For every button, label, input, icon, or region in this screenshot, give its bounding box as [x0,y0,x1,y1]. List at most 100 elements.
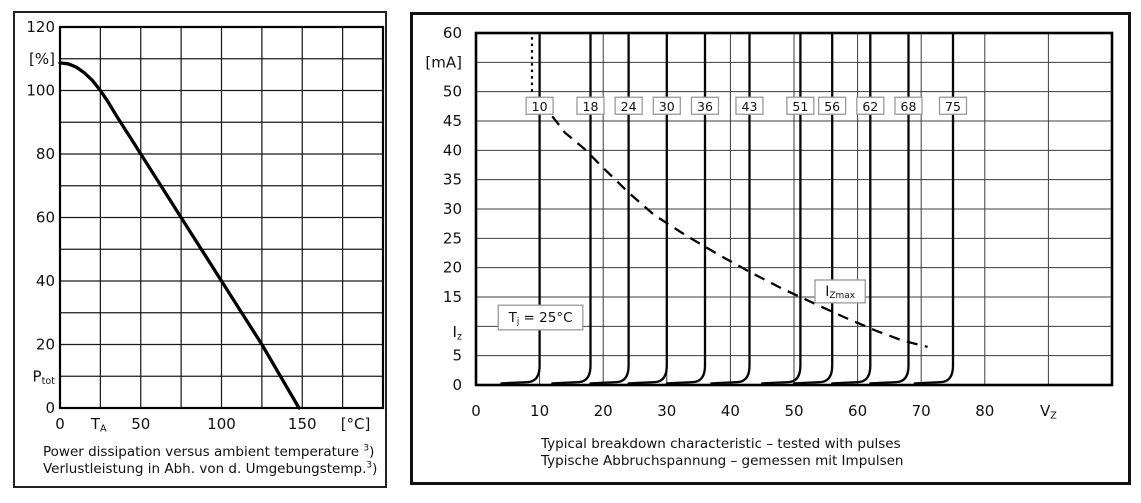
x-tick-label: 70 [912,402,931,420]
caption-tail: ) [369,444,375,460]
zener-curve [665,31,707,385]
zener-curve [831,31,872,385]
zener-curve [869,31,910,385]
grid [476,33,1112,385]
x-tick-label: VZ [1040,402,1057,421]
y-tick-label: 40 [443,141,462,159]
x-tick-label: 150 [288,415,317,433]
x-tick-label: 50 [784,402,803,420]
x-tick-label: 0 [471,402,481,420]
zener-voltage-label: 75 [945,99,961,114]
zener-voltage-label: 43 [742,99,758,114]
zener-voltage-label-box [652,96,681,115]
caption-line-de: Verlustleistung in Abh. von d. Umgebungs… [43,461,377,478]
breakdown-caption: Typical breakdown characteristic – teste… [541,436,903,470]
power-derating-caption: Power dissipation versus ambient tempera… [43,444,377,478]
zener-voltage-label: 51 [792,99,808,114]
zener-voltage-label-box [525,96,554,115]
x-tick-label: 100 [207,415,236,433]
y-tick-label: Ptot [33,367,56,386]
plot-border [58,25,385,410]
x-tick-label: 30 [657,402,676,420]
x-tick-label: 80 [975,402,994,420]
derating-curve [58,61,301,410]
x-tick-label: 0 [55,415,65,433]
zener-voltage-label: 18 [583,99,599,114]
caption-line-de: Typische Abbruchspannung – gemessen mit … [541,453,904,469]
izmax-label-box [814,279,866,304]
zener-curve [792,31,834,385]
y-tick-label: [%] [29,50,55,68]
caption-line-en: Typical breakdown characteristic – teste… [541,436,901,452]
zener-voltage-label-box [690,96,720,115]
footnote-superscript: 3 [366,460,373,471]
y-tick-label: 15 [443,288,462,306]
zener-voltage-label-box [735,96,764,115]
y-tick-label: Iz [453,323,462,342]
zener-curve [710,31,751,385]
zener-voltage-label: 36 [697,99,713,114]
y-tick-label: 0 [45,399,55,417]
zener-voltage-label-box [938,96,968,115]
y-tick-label: 0 [452,376,462,394]
zener-curve [551,31,592,385]
zener-voltage-label: 68 [901,99,917,114]
x-tick-label: 20 [594,402,613,420]
y-tick-label: 35 [443,171,462,189]
y-tick-label: 45 [443,112,462,130]
caption-line-en: Power dissipation versus ambient tempera… [43,444,377,461]
x-tick-label: 40 [721,402,740,420]
x-tick-label: 10 [530,402,549,420]
zener-voltage-label-box [856,96,885,115]
y-tick-label: 100 [26,82,55,100]
x-tick-label: 60 [848,402,867,420]
y-tick-label: 120 [26,18,55,36]
caption-tail: ) [372,461,378,477]
y-tick-label: 20 [36,336,55,354]
zener-curves [500,31,955,385]
axis-tick-labels: 120 [%] 100 80 60 40 20 Ptot 00 TA 50 100 150 [°C] [26,18,370,434]
zener-voltage-label-box [786,96,815,115]
y-tick-label: 80 [36,145,55,163]
y-tick-label: 60 [443,24,462,42]
breakdown-characteristic-panel: 60 [mA] 50 45 40 35 30 25 20 15 Iz 5 0 0 10 20 30 40 50 60 7… [410,12,1131,485]
y-tick-label: 5 [452,347,462,365]
y-tick-label: 20 [443,259,462,277]
y-tick-label: 60 [36,209,55,227]
y-tick-label: 30 [443,200,462,218]
izmax-label-annotation: IZmax [814,279,866,304]
power-derating-chart: 120 [%] 100 80 60 40 20 Ptot 00 TA 50 100 150 [°C] [26,18,385,434]
zener-curve [589,31,630,385]
zener-curve [627,31,668,385]
zener-voltage-label-box [894,96,923,115]
tj-condition-text: Tj = 25°C [508,310,573,327]
footnote-superscript: 3 [363,443,370,454]
zener-voltage-label: 24 [621,99,637,114]
tj-condition-box [497,304,584,331]
y-tick-label: [mA] [425,53,462,71]
x-tick-label: [°C] [341,415,371,433]
zener-voltage-label-box [614,96,643,115]
zener-curve [761,31,802,385]
caption-text: Verlustleistung in Abh. von d. Umgebungs… [43,461,367,477]
y-tick-label: 40 [36,272,55,290]
zener-curve [913,31,955,385]
x-tick-label: TA [90,415,107,434]
tj-condition-annotation: Tj = 25°C [497,304,584,331]
y-tick-label: 50 [443,83,462,101]
zener-voltage-label: 62 [862,99,878,114]
zener-voltage-label: 56 [824,99,840,114]
plot-border [474,31,1114,387]
izmax-label-text: IZmax [825,284,855,301]
caption-text: Power dissipation versus ambient tempera… [43,444,364,460]
zener-voltage-label: 30 [659,99,675,114]
y-tick-label: 25 [443,229,462,247]
grid [60,27,383,408]
zener-voltage-label-box [818,96,847,115]
zener-voltage-label: 10 [532,99,548,114]
zener-curve [500,31,541,385]
zener-voltage-labels: 10 18 24 30 36 43 51 56 62 68 75 [525,96,968,115]
